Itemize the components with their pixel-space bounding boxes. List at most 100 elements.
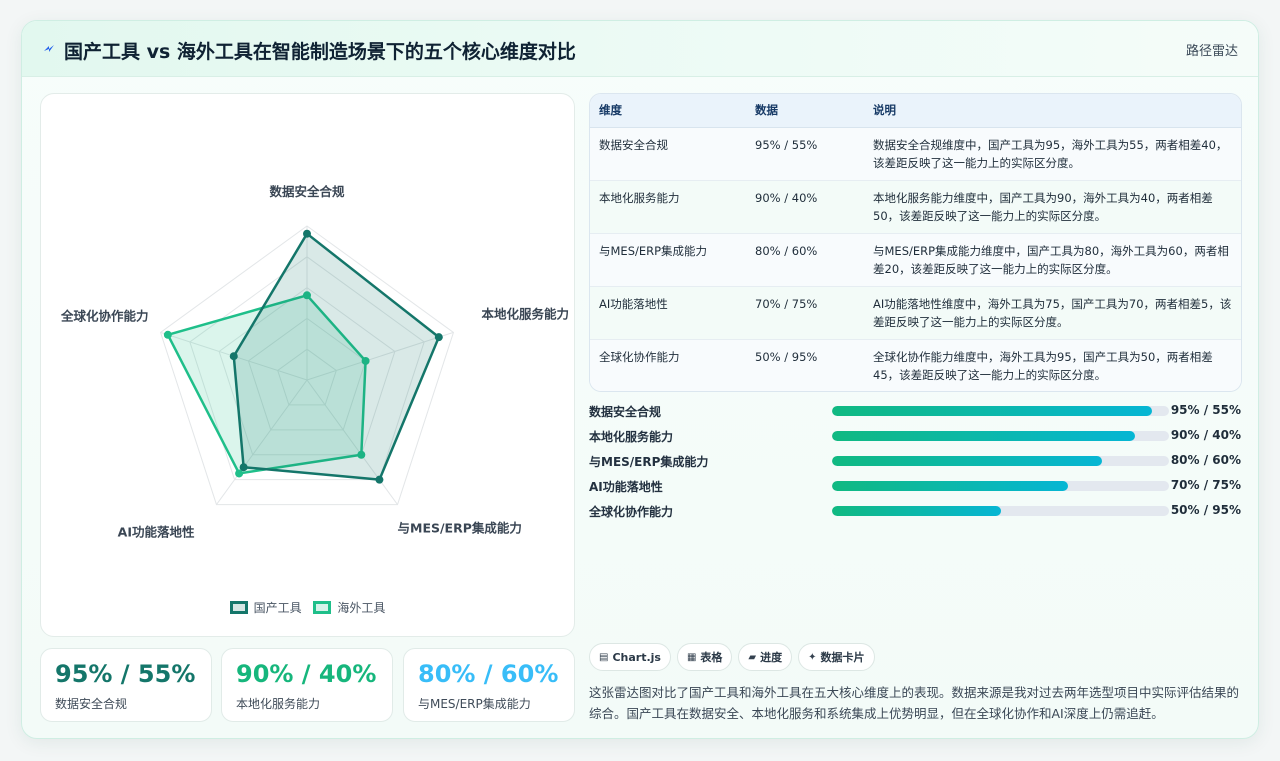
chart-icon: ▤: [599, 651, 609, 663]
legend-label-overseas: 海外工具: [337, 601, 386, 615]
chip-label: 进度: [760, 651, 783, 664]
progress-value: 80% / 60%: [1170, 453, 1241, 467]
data-point-domestic: [375, 475, 384, 484]
axis-label: AI功能落地性: [118, 525, 195, 540]
radar-chart-panel: 数据安全合规 本地化服务能力 与MES/ERP集成能力 AI功能落地性 全球化协作能力 …: [40, 93, 575, 637]
progress-row: 数据安全合规 95% / 55%: [589, 402, 1242, 420]
chip-label: 数据卡片: [820, 651, 865, 664]
table-cell-data: 50% / 95%: [746, 339, 864, 391]
table-cell-dimension: 本地化服务能力: [590, 180, 746, 234]
progress-icon: ▰: [748, 651, 757, 663]
progress-row: 与MES/ERP集成能力 80% / 60%: [589, 452, 1242, 470]
table-cell-description: AI功能落地性维度中，海外工具为75，国产工具为70，两者相差5，该差距反映了这…: [864, 286, 1241, 340]
chip-chartjs[interactable]: ▤ Chart.js: [589, 643, 671, 671]
table-cell-description: 本地化服务能力维度中，国产工具为90，海外工具为40，两者相差50，该差距反映了…: [864, 180, 1241, 234]
data-point-overseas: [163, 330, 172, 339]
kpi-value: 90% / 40%: [236, 660, 377, 688]
legend-item-domestic[interactable]: 国产工具: [229, 599, 302, 616]
progress-track: [832, 431, 1169, 441]
data-point-domestic: [303, 229, 311, 238]
kpi-card-localization: 90% / 40% 本地化服务能力: [221, 648, 393, 722]
axis-label: 本地化服务能力: [481, 306, 569, 321]
progress-track: [832, 406, 1169, 416]
progress-fill: [832, 456, 1102, 466]
progress-fill: [832, 506, 1001, 516]
radar-spoke: [216, 379, 308, 505]
radar-grid-ring: [277, 348, 337, 406]
radar-grid-ring: [189, 256, 425, 481]
progress-bars: 数据安全合规 95% / 55% 本地化服务能力 90% / 40% 与MES/…: [589, 402, 1242, 522]
data-table: 维度 数据 说明 数据安全合规 95% / 55% 数据安全合规维度中，国产工具…: [589, 93, 1242, 392]
progress-row: AI功能落地性 70% / 75%: [589, 477, 1242, 495]
page-title: 国产工具 vs 海外工具在智能制造场景下的五个核心维度对比: [64, 41, 576, 63]
progress-fill: [832, 481, 1068, 491]
data-point-overseas: [235, 469, 244, 478]
data-point-domestic: [229, 352, 238, 361]
table-cell-dimension: 与MES/ERP集成能力: [590, 233, 746, 287]
series-area-overseas: [166, 294, 367, 475]
chip-progress[interactable]: ▰ 进度: [738, 643, 793, 671]
chip-table[interactable]: ▦ 表格: [676, 643, 733, 671]
table-cell-data: 95% / 55%: [746, 127, 864, 181]
radar-spoke: [306, 379, 398, 505]
header-badge: 路径雷达: [1185, 44, 1238, 59]
chip-label: Chart.js: [612, 650, 661, 664]
table-cell-description: 数据安全合规维度中，国产工具为95，海外工具为55，两者相差40，该差距反映了这…: [864, 127, 1241, 181]
header: 国产工具 vs 海外工具在智能制造场景下的五个核心维度对比 路径雷达: [22, 21, 1258, 77]
tech-chips: ▤ Chart.js ▦ 表格 ▰ 进度 ✦ 数据卡片: [589, 643, 881, 671]
progress-label: 本地化服务能力: [589, 430, 674, 444]
table-row: AI功能落地性 70% / 75% AI功能落地性维度中，海外工具为75，国产工…: [590, 286, 1241, 340]
data-point-domestic: [239, 463, 248, 472]
table-cell-description: 与MES/ERP集成能力维度中，国产工具为80，海外工具为60，两者相差20，该…: [864, 233, 1241, 287]
bolt-icon: [44, 45, 54, 52]
legend-swatch-overseas: [313, 601, 332, 614]
progress-value: 90% / 40%: [1170, 428, 1241, 442]
table-header-data: 数据: [746, 94, 864, 128]
chart-description: 这张雷达图对比了国产工具和海外工具在五大核心维度上的表现。数据来源是我对过去两年…: [589, 685, 1240, 721]
kpi-cards: 95% / 55% 数据安全合规 90% / 40% 本地化服务能力 80% /…: [40, 648, 576, 722]
progress-track: [832, 456, 1169, 466]
radar-grid-ring: [218, 286, 396, 456]
kpi-card-integration: 80% / 60% 与MES/ERP集成能力: [403, 648, 575, 722]
kpi-value: 95% / 55%: [55, 660, 196, 688]
table-row: 本地化服务能力 90% / 40% 本地化服务能力维度中，国产工具为90，海外工…: [590, 180, 1241, 234]
kpi-label: 与MES/ERP集成能力: [418, 697, 531, 711]
chip-data-card[interactable]: ✦ 数据卡片: [798, 643, 875, 671]
progress-fill: [832, 406, 1153, 416]
radar-grid-ring: [247, 317, 367, 431]
card-icon: ✦: [808, 651, 817, 663]
progress-row: 全球化协作能力 50% / 95%: [589, 502, 1242, 520]
table-header-row: 维度 数据 说明: [590, 94, 1241, 128]
progress-row: 本地化服务能力 90% / 40%: [589, 427, 1242, 445]
legend-item-overseas[interactable]: 海外工具: [313, 599, 385, 616]
progress-fill: [832, 431, 1136, 441]
table-row: 全球化协作能力 50% / 95% 全球化协作能力维度中，海外工具为95，国产工…: [590, 339, 1241, 391]
progress-value: 95% / 55%: [1170, 403, 1241, 417]
progress-label: 全球化协作能力: [589, 505, 674, 519]
progress-label: 数据安全合规: [589, 405, 662, 419]
kpi-value: 80% / 60%: [418, 660, 559, 688]
progress-label: 与MES/ERP集成能力: [589, 455, 709, 469]
legend-swatch-domestic: [229, 601, 248, 614]
progress-track: [832, 506, 1169, 516]
table-row: 与MES/ERP集成能力 80% / 60% 与MES/ERP集成能力维度中，国…: [590, 233, 1241, 287]
series-area-domestic: [232, 232, 441, 481]
legend-label-domestic: 国产工具: [253, 601, 302, 615]
table-icon: ▦: [686, 651, 697, 663]
kpi-card-data-security: 95% / 55% 数据安全合规: [40, 648, 212, 722]
kpi-label: 数据安全合规: [55, 697, 128, 711]
axis-label: 全球化协作能力: [60, 308, 149, 323]
axis-label: 与MES/ERP集成能力: [398, 521, 522, 536]
table-cell-dimension: 数据安全合规: [590, 127, 746, 181]
progress-value: 50% / 95%: [1170, 503, 1241, 517]
data-point-domestic: [434, 333, 443, 342]
radar-spoke: [306, 331, 454, 381]
data-point-overseas: [303, 291, 311, 300]
progress-label: AI功能落地性: [589, 480, 663, 494]
main-card: 国产工具 vs 海外工具在智能制造场景下的五个核心维度对比 路径雷达 数据安全合…: [21, 20, 1259, 739]
axis-label: 数据安全合规: [268, 184, 345, 199]
table-cell-dimension: 全球化协作能力: [590, 339, 746, 391]
radar-grid-ring: [159, 225, 455, 506]
data-point-overseas: [361, 356, 370, 365]
